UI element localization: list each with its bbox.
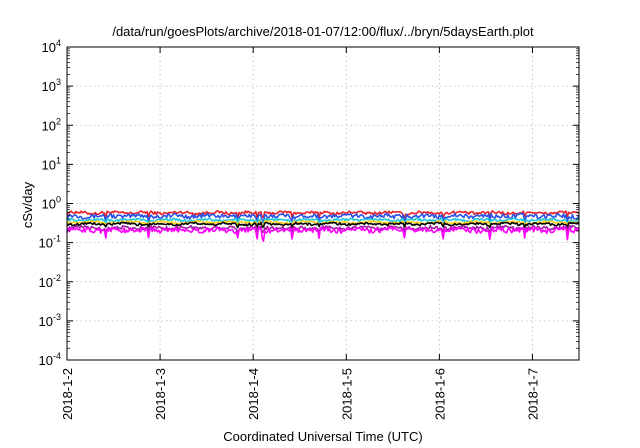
y-tick-label: 103 <box>42 77 61 94</box>
y-tick-label: 101 <box>42 155 61 172</box>
y-tick-label: 104 <box>42 38 61 55</box>
x-tick-label: 2018-1-7 <box>525 368 540 420</box>
series-line <box>66 226 580 242</box>
series-line <box>66 210 580 220</box>
series-line <box>66 217 580 226</box>
chart-title: /data/run/goesPlots/archive/2018-01-07/1… <box>112 24 534 39</box>
y-tick-label: 10-1 <box>39 234 61 251</box>
series-line <box>66 221 580 229</box>
series-line <box>66 212 580 224</box>
y-tick-label: 10-4 <box>39 351 61 368</box>
x-tick-label: 2018-1-6 <box>432 368 447 420</box>
x-tick-label: 2018-1-2 <box>60 368 75 420</box>
x-axis-label: Coordinated Universal Time (UTC) <box>223 429 422 444</box>
y-tick-label: 10-2 <box>39 273 61 290</box>
series-lines <box>66 210 580 242</box>
x-tick-label: 2018-1-4 <box>246 368 261 420</box>
x-tick-label: 2018-1-5 <box>339 368 354 420</box>
x-ticks: 2018-1-2 2018-1-3 2018-1-4 2018-1-5 2018-1-6… <box>60 47 540 420</box>
grid-lines <box>67 47 579 360</box>
x-tick-label: 2018-1-3 <box>153 368 168 420</box>
y-tick-label: 102 <box>42 116 61 133</box>
y-tick-label: 100 <box>42 195 61 212</box>
plot-frame <box>66 46 580 361</box>
y-ticks: 10-4 10-3 10-2 10-1 100 101 102 103 104 <box>39 38 579 368</box>
y-axis-label: cSv/day <box>20 181 35 228</box>
series-line <box>66 224 580 234</box>
y-tick-label: 10-3 <box>39 312 61 329</box>
